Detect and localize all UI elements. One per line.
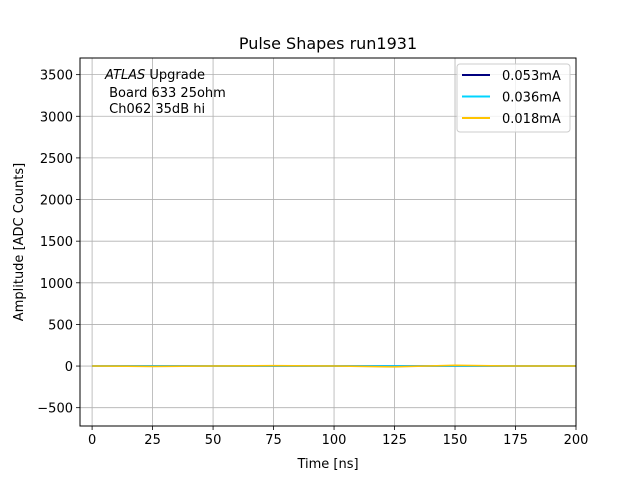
legend-label-2: 0.018mA: [502, 112, 561, 127]
chart-title: Pulse Shapes run1931: [239, 34, 417, 53]
x-tick-label: 150: [443, 433, 468, 448]
legend-label-0: 0.053mA: [502, 69, 561, 84]
series-lines: [92, 364, 576, 368]
annotation-atlas: ATLAS: [104, 68, 145, 83]
y-axis-ticks: −500 0 500 1000 1500 2000 2500 3000 3500: [37, 69, 80, 417]
legend: 0.053mA 0.036mA 0.018mA: [456, 63, 571, 133]
plot-area-frame: [79, 57, 577, 427]
annotation-line-3: Ch062 35dB hi: [105, 102, 205, 117]
x-tick-label: 125: [382, 433, 407, 448]
x-tick-label: 50: [205, 433, 222, 448]
x-tick-label: 0: [88, 433, 96, 448]
x-tick-label: 100: [322, 433, 347, 448]
x-tick-label: 25: [144, 433, 161, 448]
x-tick-label: 75: [265, 433, 282, 448]
atlas-annotation: ATLAS Upgrade Board 633 25ohm Ch062 35dB…: [104, 68, 226, 117]
y-tick-label: 3000: [40, 110, 73, 125]
y-tick-label: 1000: [40, 277, 73, 292]
y-tick-label: 3500: [40, 69, 73, 84]
x-axis-ticks: 0 25 50 75 100 125 150 175 200: [88, 426, 588, 448]
x-axis-label: Time [ns]: [296, 457, 358, 472]
series-line-2: [92, 364, 576, 368]
y-tick-label: −500: [37, 402, 73, 417]
annotation-line-1: ATLAS Upgrade: [104, 68, 205, 83]
y-tick-label: 0: [65, 360, 73, 375]
annotation-line-2: Board 633 25ohm: [105, 86, 226, 101]
x-tick-label: 175: [503, 433, 528, 448]
y-axis-label: Amplitude [ADC Counts]: [12, 163, 27, 321]
y-tick-label: 2000: [40, 194, 73, 209]
y-tick-label: 2500: [40, 152, 73, 167]
y-tick-label: 1500: [40, 235, 73, 250]
legend-label-1: 0.036mA: [502, 91, 561, 106]
annotation-upgrade: Upgrade: [145, 68, 205, 83]
x-tick-label: 200: [564, 433, 589, 448]
legend-box: [456, 63, 571, 133]
y-tick-label: 500: [48, 318, 73, 333]
